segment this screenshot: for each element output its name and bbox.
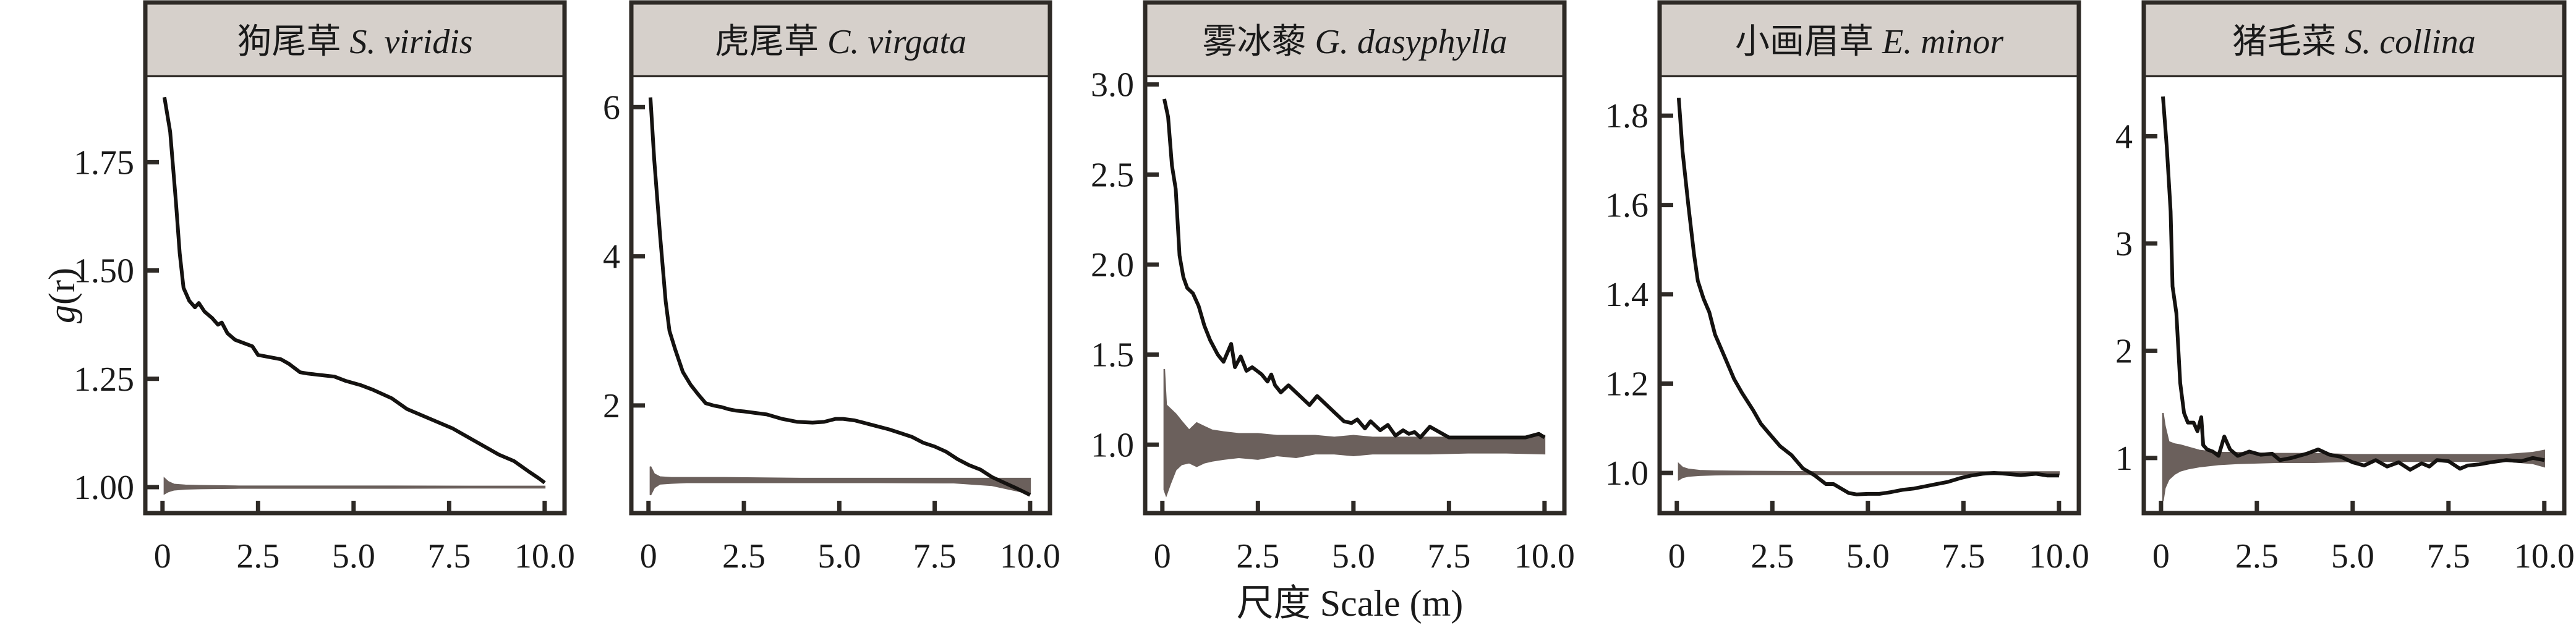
x-tick-label: 10.0 (2029, 537, 2089, 576)
y-tick-label: 1.00 (74, 469, 134, 507)
y-tick-label: 1.8 (1605, 97, 1648, 135)
facet-title-latin: S. collina (2345, 23, 2476, 61)
y-tick-label: 4 (603, 238, 620, 276)
x-tick-label: 0 (154, 537, 171, 576)
y-axis-title-italic: g (41, 305, 82, 323)
facet-strip (2141, 0, 2567, 80)
x-tick-label: 7.5 (427, 537, 471, 576)
facet-strip (1657, 0, 2081, 80)
x-tick-label: 0 (1668, 537, 1686, 576)
y-tick-label: 1.75 (74, 143, 134, 182)
facet-panel-3: 雾冰藜 G. dasyphylla 0 2.5 5.0 7.5 10.0 1.0 1.5 2.0… (1091, 0, 1575, 576)
csr-envelope-band (163, 477, 546, 495)
plot-area (631, 77, 1050, 513)
y-axis-title: g(r) (41, 268, 82, 323)
facet-strip (629, 0, 1052, 80)
x-tick-label: 7.5 (1942, 537, 1985, 576)
y-tick-label: 3 (2115, 225, 2133, 263)
facet-title-chinese: 雾冰藜 (1202, 23, 1315, 61)
facet-title: 虎尾草 C. virgata (715, 23, 966, 61)
plot-area (145, 77, 565, 513)
x-tick-label: 2.5 (1751, 537, 1794, 576)
facet-title-latin: E. minor (1882, 23, 2003, 61)
facet-title-chinese: 小画眉草 (1735, 23, 1882, 61)
y-tick-label: 2.0 (1091, 246, 1134, 284)
x-tick-label: 2.5 (1236, 537, 1279, 576)
y-tick-label: 1.2 (1605, 365, 1648, 404)
y-tick-label: 1 (2115, 440, 2133, 478)
facet-title-latin: C. virgata (827, 23, 966, 61)
x-tick-label: 5.0 (332, 537, 375, 576)
x-tick-label: 2.5 (2235, 537, 2279, 576)
y-tick-label: 1.0 (1605, 454, 1648, 493)
facet-title-latin: S. viridis (349, 23, 472, 61)
y-tick-label: 3.0 (1091, 66, 1134, 104)
y-tick-label: 1.0 (1091, 426, 1134, 464)
x-axis-title: 尺度 Scale (m) (1237, 583, 1464, 624)
facet-title-latin: G. dasyphylla (1315, 23, 1507, 61)
x-tick-label: 10.0 (1000, 537, 1060, 576)
facet-title-chinese: 虎尾草 (715, 23, 827, 61)
y-tick-label: 1.50 (74, 252, 134, 291)
y-tick-label: 1.6 (1605, 187, 1648, 225)
y-tick-label: 1.5 (1091, 336, 1134, 375)
x-tick-label: 5.0 (1846, 537, 1890, 576)
x-tick-label: 2.5 (722, 537, 766, 576)
facet-panel-2: 虎尾草 C. virgata 0 2.5 5.0 7.5 10.0 2 4 6 (603, 0, 1060, 576)
facet-title-chinese: 猪毛菜 (2232, 23, 2345, 61)
facet-title: 狗尾草 S. viridis (237, 23, 472, 61)
x-tick-label: 10.0 (2514, 537, 2575, 576)
y-tick-label: 1.4 (1605, 276, 1648, 314)
y-tick-label: 2.5 (1091, 156, 1134, 194)
csr-envelope-band (1163, 368, 1546, 498)
facet-title: 猪毛菜 S. collina (2232, 23, 2476, 61)
x-tick-label: 2.5 (236, 537, 279, 576)
x-tick-label: 7.5 (2427, 537, 2470, 576)
observed-gr-line (162, 96, 546, 485)
y-axis-title-rest: (r) (41, 268, 82, 305)
y-tick-label: 6 (603, 88, 620, 127)
facet-title-chinese: 狗尾草 (237, 23, 349, 61)
observed-gr-line (1162, 98, 1546, 440)
facet-panel-1: 狗尾草 S. viridis 0 2.5 5.0 7.5 10.0 1.00 1.25 1.50… (74, 0, 575, 576)
x-tick-label: 7.5 (913, 537, 957, 576)
y-tick-label: 1.25 (74, 360, 134, 399)
plot-area (1660, 77, 2079, 513)
plot-area (2144, 77, 2564, 513)
observed-gr-line (1676, 97, 2059, 496)
facet-title: 小画眉草 E. minor (1735, 23, 2003, 61)
y-tick-label: 2 (2115, 332, 2133, 370)
facet-title: 雾冰藜 G. dasyphylla (1202, 23, 1507, 61)
facet-strip (1143, 0, 1567, 80)
y-tick-label: 2 (603, 387, 620, 425)
x-tick-label: 0 (2152, 537, 2170, 576)
x-tick-label: 5.0 (817, 537, 861, 576)
x-tick-label: 5.0 (2331, 537, 2374, 576)
x-tick-label: 0 (640, 537, 657, 576)
x-tick-label: 0 (1154, 537, 1171, 576)
observed-gr-line (2161, 96, 2545, 472)
x-tick-label: 5.0 (1332, 537, 1375, 576)
facet-panel-5: 猪毛菜 S. collina 0 2.5 5.0 7.5 10.0 1 2 3 4 (2115, 0, 2575, 576)
facet-panel-4: 小画眉草 E. minor 0 2.5 5.0 7.5 10.0 1.0 1.2 1.4 1.6 1… (1605, 0, 2089, 576)
x-tick-label: 7.5 (1427, 537, 1470, 576)
x-tick-label: 10.0 (514, 537, 575, 576)
csr-envelope-band (2162, 412, 2546, 501)
x-tick-label: 10.0 (1514, 537, 1575, 576)
y-tick-label: 4 (2115, 117, 2133, 156)
observed-gr-line (648, 97, 1031, 497)
